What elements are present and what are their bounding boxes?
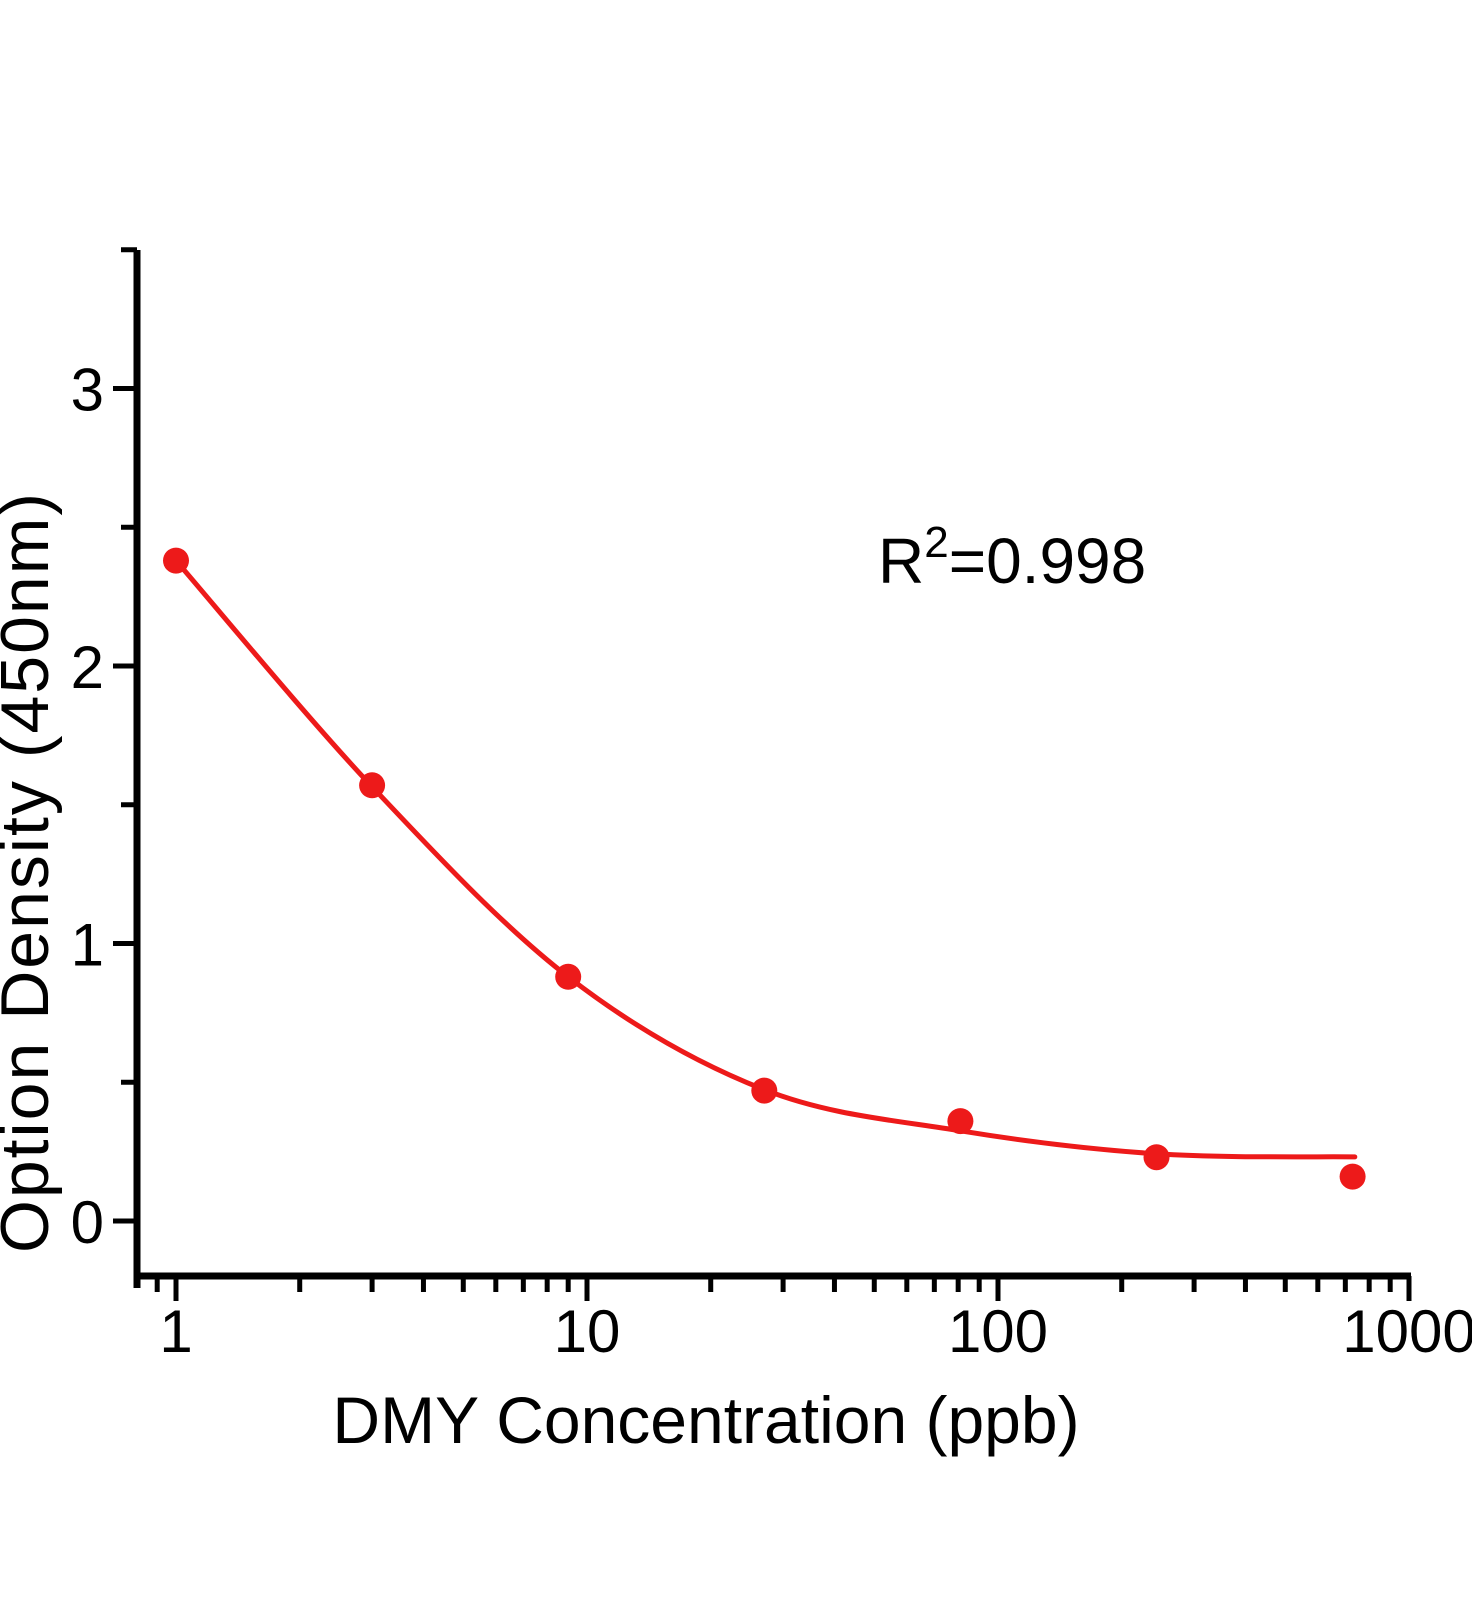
data-point [1339, 1163, 1366, 1190]
data-point [555, 963, 582, 990]
data-point [947, 1108, 974, 1135]
x-tick-label: 100 [948, 1298, 1048, 1365]
y-tick-label: 3 [71, 357, 104, 424]
data-point [163, 547, 189, 574]
y-tick-label: 0 [71, 1189, 104, 1256]
data-point [751, 1077, 778, 1104]
y-tick-label: 2 [71, 634, 104, 701]
x-axis-title: DMY Concentration (ppb) [332, 1383, 1079, 1457]
y-tick-label: 1 [71, 912, 104, 979]
x-tick-label: 10 [554, 1298, 621, 1365]
fit-curve [173, 558, 1358, 1160]
y-axis-title: Option Density (450nm) [0, 491, 63, 1253]
x-tick-label: 1000 [1342, 1298, 1472, 1365]
x-tick-label: 1 [159, 1298, 192, 1365]
r-squared-annotation: R2=0.998 [878, 518, 1146, 597]
data-point [1143, 1144, 1170, 1171]
data-point [359, 772, 386, 799]
